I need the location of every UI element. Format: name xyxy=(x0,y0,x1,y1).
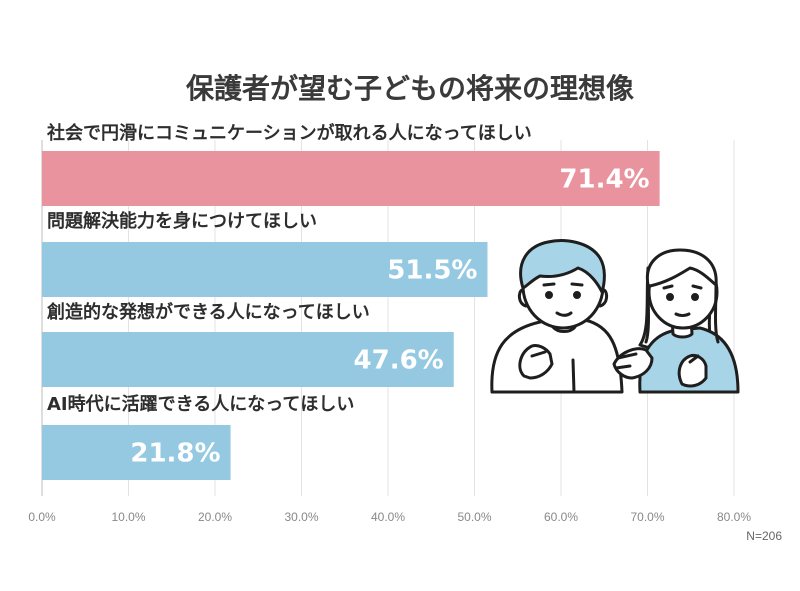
bar-value-label: 47.6% xyxy=(354,346,444,376)
girl-figure xyxy=(612,248,740,394)
bar-value-label: 21.8% xyxy=(130,439,220,469)
x-tick-label: 20.0% xyxy=(198,510,232,524)
x-tick-label: 40.0% xyxy=(371,510,405,524)
two-people-talking-illustration xyxy=(490,239,740,394)
x-tick-label: 80.0% xyxy=(717,510,751,524)
category-label: 創造的な発想ができる人になってほしい xyxy=(46,301,370,323)
x-tick-label: 10.0% xyxy=(111,510,145,524)
bar xyxy=(42,425,231,480)
x-axis-ticks: 0.0% 10.0% 20.0% 30.0% 40.0% 50.0% 60.0% 70.0% 8… xyxy=(28,510,751,524)
x-tick-label: 60.0% xyxy=(544,510,578,524)
sample-size-note: N=206 xyxy=(746,529,782,543)
category-label: 問題解決能力を身につけてほしい xyxy=(47,210,317,232)
category-label: AI時代に活躍できる人になってほしい xyxy=(47,393,354,415)
bar xyxy=(42,151,660,206)
bars: 社会で円滑にコミュニケーションが取れる人になってほしい 71.4% 問題解決能力を身… xyxy=(42,122,660,480)
boy-figure xyxy=(490,239,624,394)
bar xyxy=(42,242,488,297)
x-tick-label: 50.0% xyxy=(457,510,491,524)
x-tick-label: 30.0% xyxy=(284,510,318,524)
x-tick-label: 70.0% xyxy=(630,510,664,524)
bar xyxy=(42,332,454,387)
chart-title: 保護者が望む子どもの将来の理想像 xyxy=(186,72,635,105)
category-label: 社会で円滑にコミュニケーションが取れる人になってほしい xyxy=(47,122,532,144)
x-tick-label: 0.0% xyxy=(28,510,56,524)
bar-value-label: 51.5% xyxy=(387,256,477,286)
bar-value-label: 71.4% xyxy=(559,165,649,195)
